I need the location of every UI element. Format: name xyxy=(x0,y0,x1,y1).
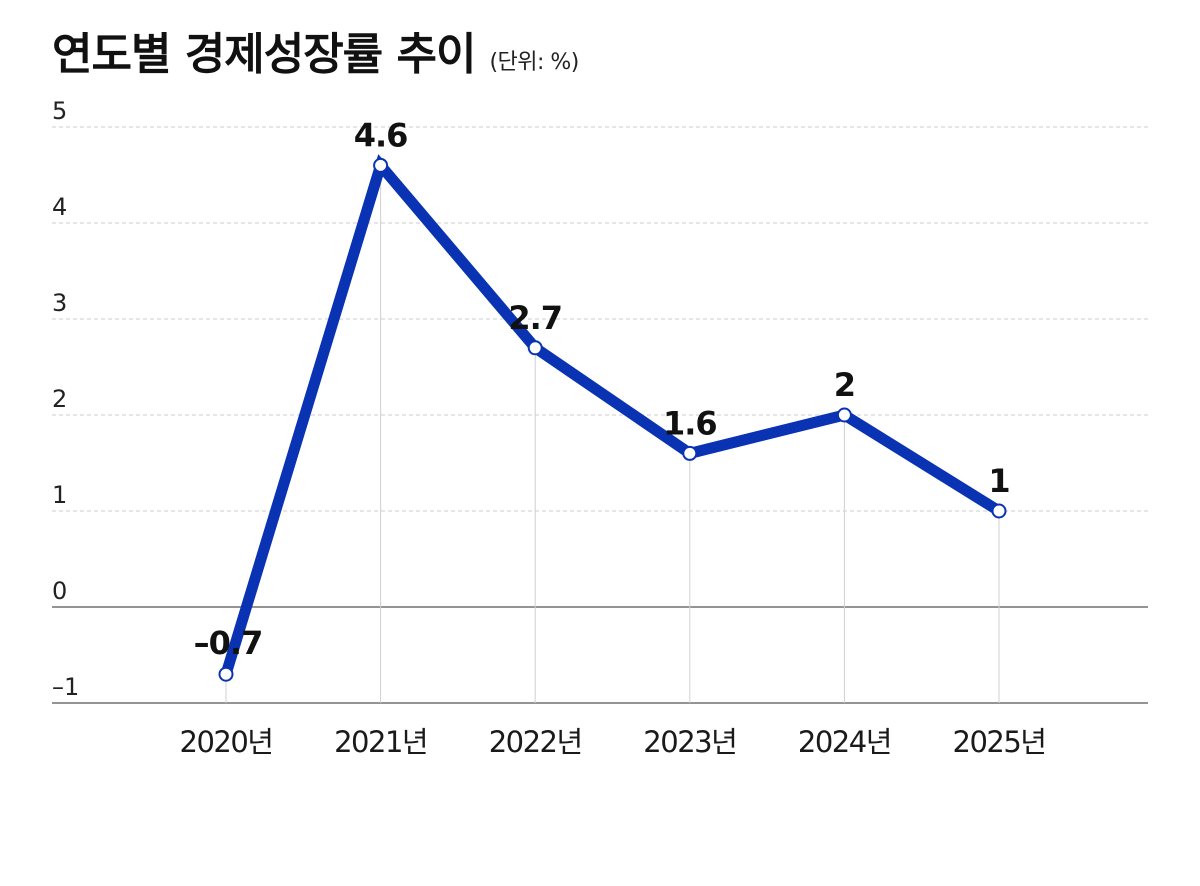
y-tick-label: 4 xyxy=(52,193,67,221)
data-label: –0.7 xyxy=(194,624,263,662)
x-tick-label: 2023년 xyxy=(643,725,736,759)
data-point xyxy=(682,445,698,461)
chart-header: 연도별 경제성장률 추이 (단위: %) xyxy=(52,18,579,82)
x-tick-label: 2022년 xyxy=(489,725,582,759)
x-tick-label: 2021년 xyxy=(334,725,427,759)
data-label: 2 xyxy=(834,366,855,404)
y-tick-label: 5 xyxy=(52,97,67,125)
data-point xyxy=(373,157,389,173)
x-tick-label: 2024년 xyxy=(798,725,891,759)
y-tick-label: 2 xyxy=(52,385,67,413)
data-label: 2.7 xyxy=(508,299,562,337)
data-label: 1 xyxy=(988,462,1009,500)
data-point xyxy=(527,340,543,356)
y-tick-label: –1 xyxy=(52,673,79,701)
y-tick-label: 1 xyxy=(52,481,67,509)
chart-title: 연도별 경제성장률 추이 xyxy=(52,29,476,80)
y-tick-label: 0 xyxy=(52,577,67,605)
data-point xyxy=(836,407,852,423)
data-label: 4.6 xyxy=(354,116,408,154)
y-tick-label: 3 xyxy=(52,289,67,317)
series-line xyxy=(220,154,1002,676)
data-point xyxy=(218,666,234,682)
data-point xyxy=(991,503,1007,519)
data-label: 1.6 xyxy=(663,404,717,442)
x-tick-label: 2025년 xyxy=(953,725,1046,759)
chart-unit-note: (단위: %) xyxy=(489,50,579,75)
x-tick-label: 2020년 xyxy=(180,725,273,759)
